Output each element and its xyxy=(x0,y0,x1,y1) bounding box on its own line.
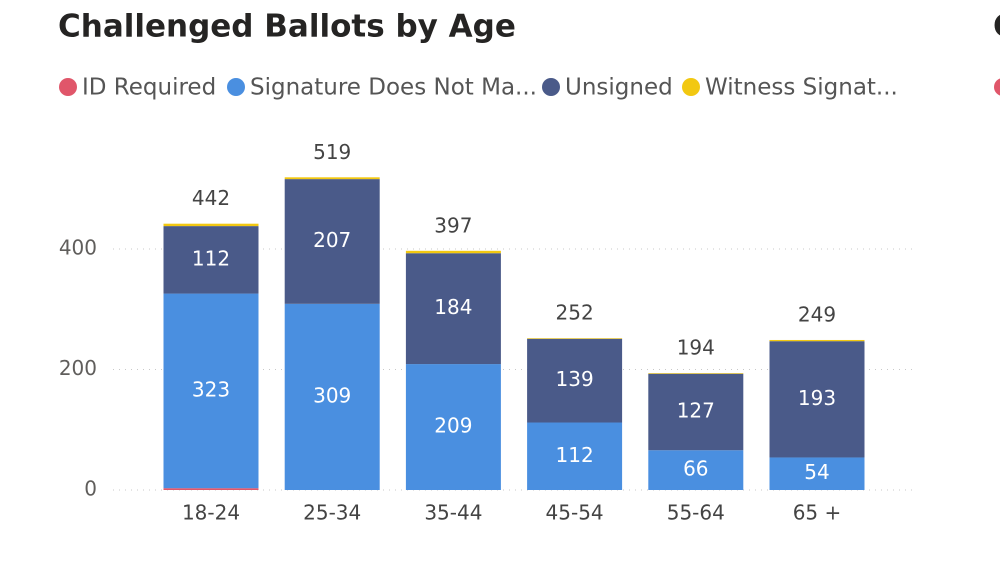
bar-segment xyxy=(163,223,259,227)
segment-label: 207 xyxy=(313,228,351,252)
segment-label: 139 xyxy=(556,367,594,391)
segment-label: 127 xyxy=(677,398,715,422)
total-label: 252 xyxy=(556,301,594,325)
segment-label: 66 xyxy=(683,457,708,481)
bar-segment xyxy=(648,450,744,490)
bar-segment xyxy=(284,303,380,490)
bar-segment xyxy=(527,422,623,490)
bar-segment xyxy=(648,373,744,451)
x-tick-label: 45-54 xyxy=(546,501,604,525)
bar-segment xyxy=(405,250,501,254)
x-tick-label: 55-64 xyxy=(667,501,725,525)
legend-dot xyxy=(542,78,560,96)
segment-label: 54 xyxy=(804,460,829,484)
bar-segment xyxy=(527,338,623,423)
x-tick-label: 18-24 xyxy=(182,501,240,525)
legend-label: ID Required xyxy=(82,75,216,101)
legend-dot xyxy=(59,78,77,96)
y-tick-label: 400 xyxy=(59,236,97,260)
total-label: 519 xyxy=(313,140,351,164)
segment-label: 309 xyxy=(313,383,351,407)
bar-segment xyxy=(527,338,623,339)
bar-segment xyxy=(163,226,259,294)
x-tick-label: 65 + xyxy=(793,501,842,525)
segment-label: 112 xyxy=(192,246,230,270)
partial-legend-dot xyxy=(994,78,1000,96)
segment-label: 112 xyxy=(556,443,594,467)
x-tick-label: 35-44 xyxy=(424,501,482,525)
y-tick-label: 200 xyxy=(59,356,97,380)
legend-label: Witness Signat... xyxy=(705,75,898,101)
segment-label: 323 xyxy=(192,377,230,401)
bar-segment xyxy=(405,364,501,490)
total-label: 442 xyxy=(192,186,230,210)
total-label: 397 xyxy=(434,213,472,237)
legend-label: Signature Does Not Ma... xyxy=(250,75,537,101)
bar-segment xyxy=(163,488,259,490)
legend-dot xyxy=(227,78,245,96)
segment-label: 209 xyxy=(434,414,472,438)
total-label: 194 xyxy=(677,336,715,360)
y-tick-label: 0 xyxy=(84,477,97,501)
legend-label: Unsigned xyxy=(565,75,673,101)
bar-segment xyxy=(284,179,380,304)
x-tick-label: 25-34 xyxy=(303,501,361,525)
bar-segment xyxy=(769,341,865,458)
bar-segment xyxy=(769,457,865,490)
segment-label: 193 xyxy=(798,386,836,410)
total-label: 249 xyxy=(798,302,836,326)
bar-segment xyxy=(405,253,501,365)
chart-title: Challenged Ballots by Age xyxy=(58,9,516,45)
legend-dot xyxy=(682,78,700,96)
bar-segment xyxy=(284,177,380,180)
bar-segment xyxy=(648,373,744,374)
bar-segment xyxy=(769,339,865,342)
segment-label: 184 xyxy=(434,295,472,319)
partial-title: C xyxy=(993,9,1000,45)
bar-segment xyxy=(163,293,259,489)
